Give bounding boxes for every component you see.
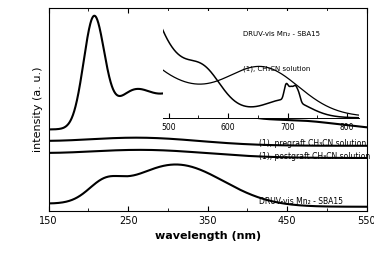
Text: DRUV-vis Mn₂ - SBA15: DRUV-vis Mn₂ - SBA15 <box>259 197 343 206</box>
Text: (1), pregraft CH₃CN solution: (1), pregraft CH₃CN solution <box>259 139 367 148</box>
Text: (1), CH₃CN solution: (1), CH₃CN solution <box>243 65 310 72</box>
Text: (1), postgraft CH₃CN solution: (1), postgraft CH₃CN solution <box>259 152 371 161</box>
Text: DRUV-vis Mn₂ - SBA15: DRUV-vis Mn₂ - SBA15 <box>243 31 320 37</box>
X-axis label: wavelength (nm): wavelength (nm) <box>154 231 261 241</box>
Y-axis label: intensity (a. u.): intensity (a. u.) <box>33 67 43 152</box>
